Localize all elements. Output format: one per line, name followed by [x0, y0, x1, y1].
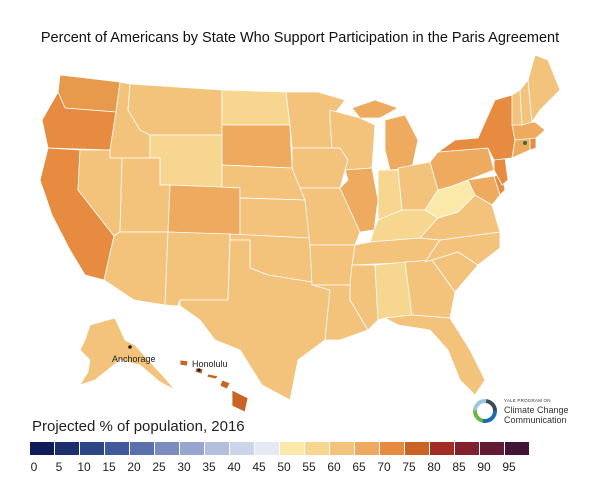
state-MT [127, 83, 223, 136]
state-ME [527, 54, 561, 123]
state-ND [221, 89, 291, 126]
city-anchorage: Anchorage [112, 354, 156, 364]
legend-swatch [80, 442, 104, 455]
state-NM [164, 231, 231, 307]
state-SD [221, 124, 293, 169]
honolulu-dot [197, 368, 201, 372]
state-MD [467, 175, 501, 206]
state-MI [384, 114, 419, 171]
legend-swatch [280, 442, 304, 455]
legend-swatch [305, 442, 329, 455]
legend-tick-label: 45 [252, 460, 266, 474]
legend-tick-label: 80 [427, 460, 441, 474]
legend-tick-label: 5 [55, 460, 63, 474]
legend-tick-label: 15 [102, 460, 116, 474]
state-KS [239, 197, 311, 239]
logo-line1: Climate Change Communication [504, 405, 569, 425]
legend-swatch [330, 442, 354, 455]
state-TX [179, 239, 331, 401]
legend-swatch [480, 442, 504, 455]
legend-tick-label: 55 [302, 460, 316, 474]
legend-swatch [55, 442, 79, 455]
legend-tick-label: 95 [502, 460, 516, 474]
legend-tick-labels: 0 5 10 15 20 25 30 35 40 45 50 55 60 65 70 75 80 85 90 95 [0, 460, 600, 478]
state-HI-kauai [179, 359, 189, 367]
state-AK [79, 317, 176, 391]
legend-tick-label: 70 [377, 460, 391, 474]
legend-swatch [105, 442, 129, 455]
state-WY [149, 134, 223, 188]
state-AR [309, 244, 356, 286]
logo-program-text: YALE PROGRAM ON [504, 398, 551, 403]
state-MI-upper [351, 99, 399, 119]
map-title: Percent of Americans by State Who Suppor… [40, 30, 560, 46]
legend-tick-label: 90 [477, 460, 491, 474]
legend-title: Projected % of population, 2016 [32, 418, 245, 435]
state-WA [57, 74, 121, 113]
state-IA [291, 147, 349, 189]
legend-tick-label: 10 [77, 460, 91, 474]
legend-swatch [180, 442, 204, 455]
legend-swatch [130, 442, 154, 455]
legend-swatch [230, 442, 254, 455]
legend-tick-label: 65 [352, 460, 366, 474]
city-honolulu: Honolulu [192, 359, 228, 369]
legend-tick-label: 25 [152, 460, 166, 474]
legend-tick-label: 35 [202, 460, 216, 474]
legend-tick-label: 85 [452, 460, 466, 474]
legend-swatch [205, 442, 229, 455]
legend-tick-label: 75 [402, 460, 416, 474]
state-AZ [103, 231, 169, 306]
state-IL [339, 167, 379, 233]
anchorage-dot [128, 345, 132, 349]
legend-swatch [155, 442, 179, 455]
ycc-ring-icon [473, 399, 497, 423]
legend-swatch [30, 442, 54, 455]
legend-tick-label: 0 [30, 460, 38, 474]
state-HI [231, 389, 249, 413]
state-CT [511, 137, 531, 159]
legend-tick-label: 40 [227, 460, 241, 474]
legend-tick-label: 20 [127, 460, 141, 474]
legend-tick-label: 60 [327, 460, 341, 474]
rhode-island-marker [523, 141, 527, 145]
state-CO [167, 184, 241, 236]
state-FL [384, 314, 486, 396]
state-HI-molokai [206, 373, 219, 380]
legend-swatch [405, 442, 429, 455]
state-RI [529, 137, 537, 151]
legend-swatch [380, 442, 404, 455]
state-WI [329, 109, 376, 171]
legend-tick-label: 30 [177, 460, 191, 474]
legend-swatch [355, 442, 379, 455]
legend-swatch [455, 442, 479, 455]
legend-color-bar [30, 442, 530, 455]
yale-climate-logo: YALE PROGRAM ON Climate Change Communicat… [472, 396, 582, 432]
legend-swatch [430, 442, 454, 455]
legend-tick-label: 50 [277, 460, 291, 474]
legend-swatch [255, 442, 279, 455]
state-HI-maui [219, 379, 231, 390]
legend-swatch [505, 442, 529, 455]
